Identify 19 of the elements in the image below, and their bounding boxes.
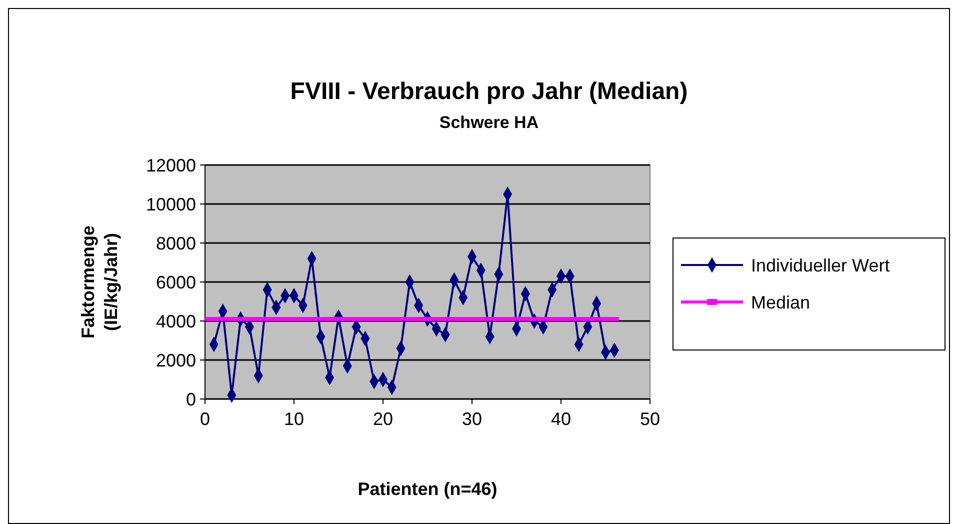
chart-title: FVIII - Verbrauch pro Jahr (Median) (290, 78, 688, 105)
y-tick-label: 8000 (156, 233, 196, 254)
x-tick-label: 50 (640, 409, 660, 429)
y-tick-label: 0 (186, 389, 196, 410)
chart-subtitle: Schwere HA (439, 113, 539, 132)
x-tick-label: 20 (372, 409, 394, 429)
y-tick-label: 10000 (146, 194, 196, 214)
x-tick-label: 0 (200, 409, 210, 429)
x-tick-label: 40 (550, 409, 572, 429)
y-tick-label: 2000 (156, 350, 196, 370)
y-tick-label: 12000 (146, 155, 196, 176)
legend-label: Individueller Wert (751, 255, 890, 276)
y-tick-label: 6000 (156, 272, 196, 292)
y-axis-title: Faktormenge (IE/kg/Jahr) (78, 225, 121, 339)
x-axis-title: Patienten (n=46) (358, 479, 498, 499)
x-tick-label: 10 (284, 409, 304, 429)
legend-label: Median (751, 292, 810, 312)
y-tick-label: 4000 (156, 311, 196, 332)
x-tick-label: 30 (462, 409, 482, 429)
